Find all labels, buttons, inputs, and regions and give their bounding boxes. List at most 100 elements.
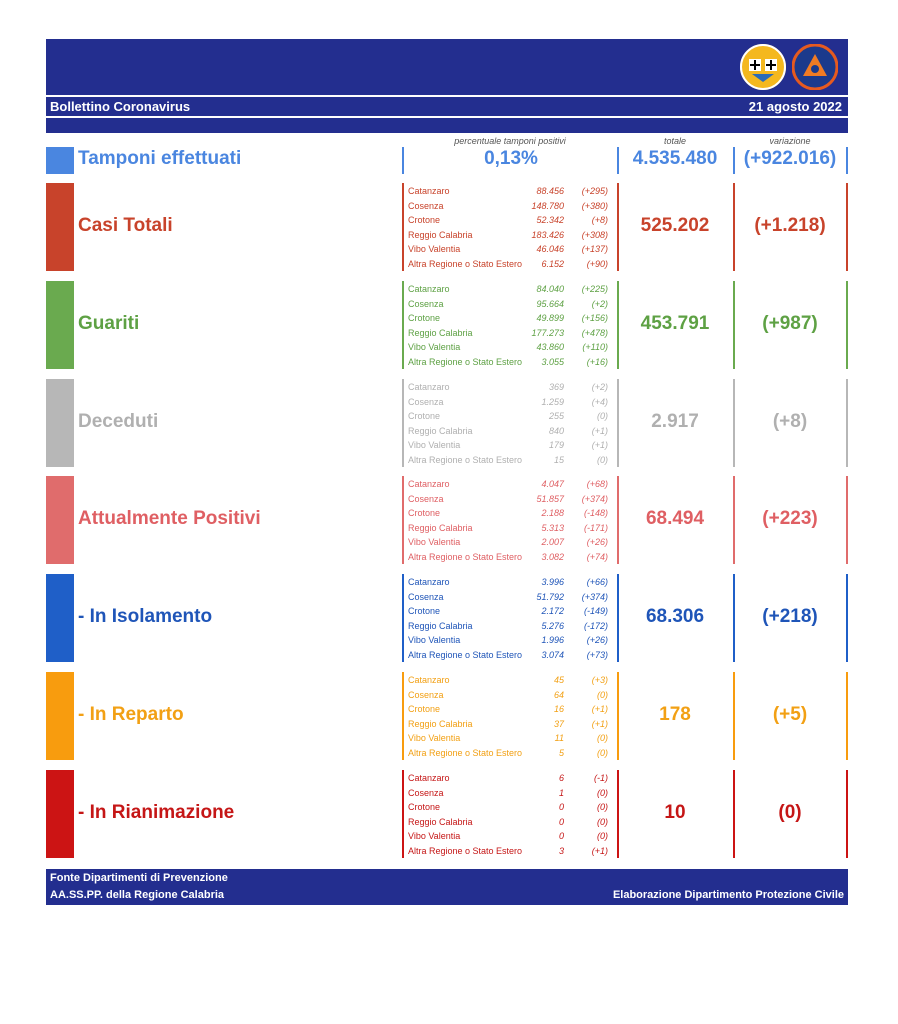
province-row: Catanzaro 3.996 (+66) (408, 575, 608, 590)
tamponi-separator (402, 147, 404, 174)
tamponi-variation: (+922.016) (743, 148, 837, 169)
row-separator (733, 574, 735, 662)
province-name: Crotone (408, 411, 441, 421)
province-row: Altra Regione o Stato Estero 6.152 (+90) (408, 257, 608, 272)
province-name: Vibo Valentia (408, 831, 461, 841)
province-name: Cosenza (408, 200, 444, 211)
row-separator (846, 379, 848, 467)
province-value: 84.040 (536, 284, 564, 294)
row-separator (846, 574, 848, 662)
province-value: 183.426 (531, 229, 564, 240)
bulletin-date: 21 agosto 2022 (748, 99, 842, 114)
province-row: Vibo Valentia 0 (0) (408, 829, 608, 844)
province-row: Cosenza 1 (0) (408, 786, 608, 801)
province-value: 64 (553, 689, 564, 700)
province-row: Vibo Valentia 179 (+1) (408, 438, 608, 453)
province-row: Altra Regione o Stato Estero 3 (+1) (408, 844, 608, 859)
row-total: 178 (659, 704, 691, 725)
province-row: Cosenza 148.780 (+380) (408, 199, 608, 214)
province-value: 179 (548, 440, 564, 450)
province-name: Reggio Calabria (408, 816, 473, 827)
tamponi-label: Tamponi effettuati (78, 148, 242, 169)
row-separator (733, 770, 735, 858)
province-row: Altra Regione o Stato Estero 15 (0) (408, 453, 608, 468)
province-delta: (+1) (591, 704, 608, 714)
province-delta: (+295) (581, 186, 608, 196)
province-name: Catanzaro (408, 284, 450, 294)
province-value: 15 (553, 454, 564, 465)
province-name: Catanzaro (408, 186, 450, 196)
province-delta: (0) (597, 411, 608, 421)
province-delta: (+156) (581, 313, 608, 323)
row-label: - In Rianimazione (78, 802, 235, 823)
row-separator (846, 476, 848, 564)
province-value: 3 (558, 845, 564, 856)
header-banner (46, 39, 848, 95)
province-value: 49.899 (536, 313, 564, 323)
row-label: Deceduti (78, 411, 159, 432)
row-separator (846, 672, 848, 760)
header-divider (46, 95, 848, 97)
province-delta: (0) (597, 689, 608, 700)
row-separator (402, 183, 404, 271)
province-delta: (+1) (591, 845, 608, 856)
row-color-box (46, 672, 74, 760)
province-name: Reggio Calabria (408, 327, 473, 338)
header-bottom-band (46, 118, 848, 133)
province-name: Catanzaro (408, 773, 450, 783)
province-delta: (+1) (591, 425, 608, 436)
province-delta: (0) (597, 747, 608, 758)
province-list: Catanzaro 369 (+2) Cosenza 1.259 (+4) Crotone 2… (408, 380, 608, 467)
row-separator (402, 476, 404, 564)
province-value: 2.007 (541, 537, 564, 547)
province-value: 2.172 (541, 606, 564, 616)
province-value: 46.046 (536, 244, 564, 254)
province-delta: (0) (597, 787, 608, 798)
province-list: Catanzaro 4.047 (+68) Cosenza 51.857 (+374) Cr… (408, 477, 608, 564)
province-delta: (+137) (581, 244, 608, 254)
province-value: 1.996 (541, 635, 564, 645)
province-value: 369 (548, 382, 564, 392)
province-name: Crotone (408, 704, 441, 714)
row-separator (617, 476, 619, 564)
row-color-box (46, 770, 74, 858)
row-separator (733, 672, 735, 760)
province-row: Cosenza 51.857 (+374) (408, 492, 608, 507)
row-variation: (+987) (762, 313, 818, 334)
row-separator (733, 281, 735, 369)
province-delta: (0) (597, 831, 608, 841)
province-delta: (+374) (581, 493, 608, 504)
row-separator (402, 672, 404, 760)
province-row: Catanzaro 88.456 (+295) (408, 184, 608, 199)
province-name: Cosenza (408, 689, 444, 700)
province-value: 88.456 (536, 186, 564, 196)
province-row: Crotone 49.899 (+156) (408, 311, 608, 326)
row-label: - In Isolamento (78, 606, 213, 627)
province-name: Crotone (408, 802, 441, 812)
row-color-box (46, 183, 74, 271)
province-name: Vibo Valentia (408, 635, 461, 645)
province-name: Catanzaro (408, 675, 450, 685)
row-total: 525.202 (640, 215, 710, 236)
row-label: Attualmente Positivi (78, 508, 261, 529)
row-separator (846, 183, 848, 271)
province-delta: (-149) (583, 606, 608, 616)
province-value: 37 (553, 718, 564, 729)
row-label: Casi Totali (78, 215, 173, 236)
province-delta: (-148) (583, 508, 608, 518)
province-delta: (-172) (583, 620, 608, 631)
province-row: Reggio Calabria 5.313 (-171) (408, 521, 608, 536)
province-value: 177.273 (531, 327, 564, 338)
percent-column-header: percentuale tamponi positivi (454, 136, 566, 146)
total-column-header: totale (663, 136, 687, 146)
province-row: Reggio Calabria 0 (0) (408, 815, 608, 830)
province-list: Catanzaro 3.996 (+66) Cosenza 51.792 (+374) Cr… (408, 575, 608, 662)
province-row: Crotone 255 (0) (408, 409, 608, 424)
province-name: Crotone (408, 508, 441, 518)
row-separator (617, 379, 619, 467)
province-value: 148.780 (531, 200, 564, 211)
row-separator (733, 379, 735, 467)
row-separator (402, 379, 404, 467)
province-value: 1 (558, 787, 564, 798)
row-separator (846, 770, 848, 858)
